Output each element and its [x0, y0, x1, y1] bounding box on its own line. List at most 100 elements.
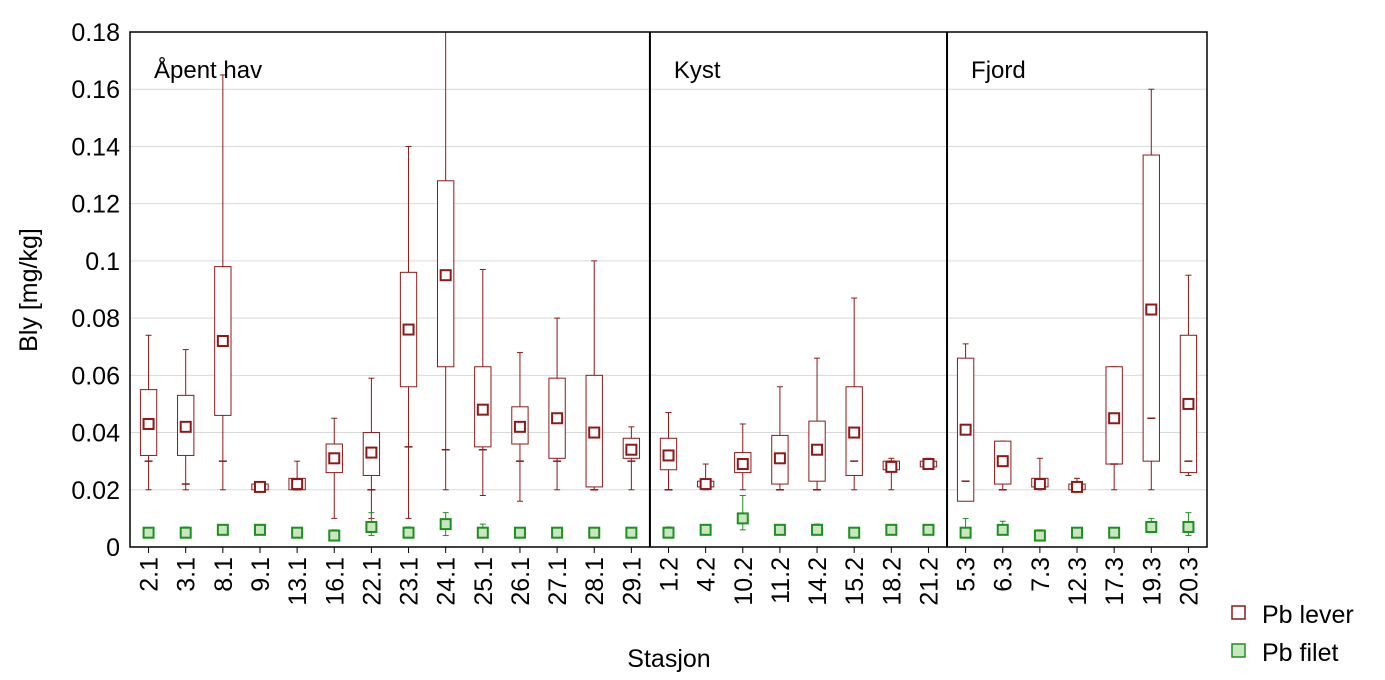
x-tick-label: 17.3: [1101, 557, 1129, 606]
x-tick-label: 14.2: [804, 557, 832, 606]
mean-marker: [328, 529, 341, 542]
mean-marker: [1033, 478, 1046, 491]
y-tick-label: 0.1: [85, 248, 120, 276]
x-tick-label: 16.1: [321, 557, 349, 606]
mean-marker: [959, 526, 972, 539]
mean-marker: [253, 523, 266, 536]
region-label: Åpent hav: [154, 56, 262, 84]
mean-marker: [662, 449, 675, 462]
mean-marker: [773, 452, 786, 465]
x-tick-label: 13.1: [284, 557, 312, 606]
mean-marker: [1108, 412, 1121, 425]
mean-marker: [179, 526, 192, 539]
x-tick-label: 8.1: [210, 557, 238, 592]
legend-swatch-lever: [1231, 605, 1246, 620]
mean-marker: [811, 523, 824, 536]
x-tick-label: 2.1: [136, 557, 164, 592]
mean-marker: [959, 423, 972, 436]
mean-marker: [365, 520, 378, 533]
mean-marker: [736, 458, 749, 471]
mean-marker: [1182, 520, 1195, 533]
x-tick-label: 21.2: [915, 557, 943, 606]
legend-label-filet: Pb filet: [1262, 639, 1338, 667]
x-tick-label: 11.2: [767, 557, 795, 604]
x-tick-label: 18.2: [878, 557, 906, 606]
y-tick-label: 0.16: [71, 76, 120, 104]
mean-marker: [179, 420, 192, 433]
x-tick-label: 23.1: [396, 557, 424, 606]
mean-marker: [1071, 526, 1084, 539]
y-tick-label: 0.06: [71, 362, 120, 390]
legend: Pb lever Pb filet: [1231, 601, 1354, 667]
mean-marker: [253, 480, 266, 493]
mean-marker: [588, 526, 601, 539]
mean-marker: [1071, 480, 1084, 493]
mean-marker: [996, 523, 1009, 536]
plot-frame: Åpent hav Kyst Fjord: [129, 31, 1208, 548]
mean-marker: [439, 269, 452, 282]
x-tick-label: 1.2: [656, 557, 684, 592]
mean-marker: [513, 420, 526, 433]
mean-marker: [476, 403, 489, 416]
x-tick-label: 19.3: [1138, 557, 1166, 606]
mean-marker: [699, 478, 712, 491]
mean-marker: [848, 526, 861, 539]
x-tick-label: 20.3: [1175, 557, 1203, 606]
mean-marker: [922, 458, 935, 471]
x-tick-label: 5.3: [953, 557, 981, 592]
x-tick-label: 3.1: [173, 557, 201, 592]
y-tick-label: 0.14: [71, 133, 120, 161]
x-tick-label: 22.1: [358, 557, 386, 606]
x-tick-label: 6.3: [990, 557, 1018, 592]
mean-marker: [1145, 520, 1158, 533]
mean-marker: [402, 323, 415, 336]
mean-marker: [699, 523, 712, 536]
y-tick-label: 0.12: [71, 191, 120, 219]
y-tick-label: 0: [106, 534, 120, 562]
mean-marker: [551, 526, 564, 539]
legend-label-lever: Pb lever: [1262, 601, 1354, 629]
mean-marker: [439, 518, 452, 531]
mean-marker: [588, 426, 601, 439]
mean-marker: [773, 523, 786, 536]
mean-marker: [551, 412, 564, 425]
mean-marker: [216, 335, 229, 347]
x-tick-label: 27.1: [544, 557, 572, 606]
legend-swatch-filet: [1231, 643, 1246, 658]
mean-marker: [922, 523, 935, 536]
mean-marker: [365, 446, 378, 459]
x-tick-label: 29.1: [618, 557, 646, 606]
y-tick-label: 0.04: [71, 420, 120, 448]
mean-marker: [848, 426, 861, 439]
y-tick-label: 0.18: [71, 19, 120, 47]
mean-marker: [1033, 529, 1046, 542]
mean-marker: [291, 526, 304, 539]
y-axis: 0 0.02 0.04 0.06 0.08 0.1 0.12 0.14 0.16 0.18: [71, 19, 120, 562]
mean-marker: [1182, 397, 1195, 410]
x-tick-label: 26.1: [507, 557, 535, 606]
mean-marker: [291, 478, 304, 491]
y-tick-label: 0.08: [71, 305, 120, 333]
mean-marker: [328, 452, 341, 465]
mean-marker: [1145, 303, 1158, 316]
mean-marker: [625, 443, 638, 456]
x-tick-label: 24.1: [433, 557, 461, 606]
series-marks: [139, 31, 1198, 542]
mean-marker: [142, 417, 155, 430]
region-label: Fjord: [971, 57, 1026, 84]
x-tick-label: 15.2: [841, 557, 869, 606]
x-tick-label: 7.3: [1027, 557, 1055, 592]
x-tick-label: 4.2: [693, 557, 721, 592]
x-tick-label: 10.2: [730, 557, 758, 606]
mean-marker: [216, 523, 229, 536]
region-label: Kyst: [674, 57, 721, 84]
mean-marker: [996, 455, 1009, 468]
series-filet: [142, 495, 1195, 542]
x-axis: 2.1 3.1 8.1 9.1 13.1 16.1 22.1 23.1 24.1 25.1 26.1…: [136, 547, 1203, 606]
x-tick-label: 25.1: [470, 557, 498, 606]
mean-marker: [811, 443, 824, 456]
mean-marker: [1108, 526, 1121, 539]
series-lever: [139, 31, 1198, 519]
y-tick-label: 0.02: [71, 477, 120, 505]
